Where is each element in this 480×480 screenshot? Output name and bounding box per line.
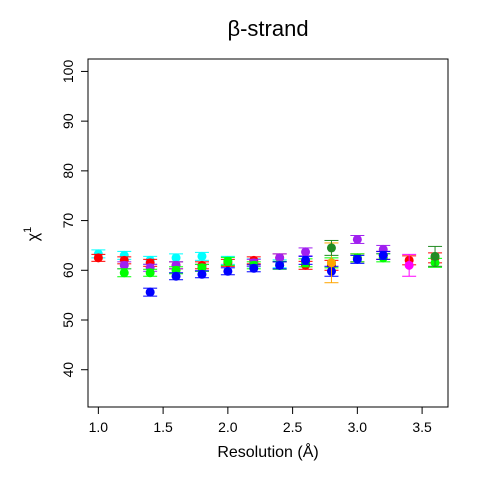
data-point [275,253,285,263]
x-tick-label: 2.5 [283,419,303,435]
y-tick-label: 50 [60,312,76,328]
data-point [404,260,414,270]
data-point [119,260,129,270]
data-point [197,251,207,261]
x-tick-label: 1.0 [89,419,109,435]
data-point [119,268,129,278]
data-point [145,287,155,297]
x-axis-label: Resolution (Å) [217,442,318,461]
data-point [223,256,233,266]
data-point [197,269,207,279]
y-tick-label: 90 [60,113,76,129]
x-axis: 1.0 1.5 2.0 2.5 3.0 3.5 [89,406,432,435]
y-axis-label: χ1 [22,227,42,242]
data-point [430,251,440,261]
data-point [352,234,362,244]
y-tick-label: 40 [60,362,76,378]
plot-marks [91,234,443,297]
plot-frame [87,58,449,408]
chart-title: β-strand [227,16,308,41]
data-point [326,243,336,253]
data-point [378,250,388,260]
y-tick-label: 80 [60,163,76,179]
data-point [171,271,181,281]
data-point [301,247,311,257]
data-point [93,253,103,263]
y-axis-label-superscript: 1 [22,227,34,233]
y-axis-label-main: χ [25,232,42,241]
x-tick-label: 3.5 [412,419,432,435]
data-point [326,258,336,268]
data-point [249,263,259,273]
y-tick-label: 70 [60,213,76,229]
x-tick-label: 1.5 [153,419,173,435]
y-tick-label: 60 [60,262,76,278]
data-point [275,260,285,270]
data-point [301,255,311,265]
x-tick-label: 2.0 [218,419,238,435]
data-point [223,266,233,276]
data-point [197,263,207,273]
data-point [145,268,155,278]
data-point [171,253,181,263]
y-axis: 40 50 60 70 80 90 100 [60,60,89,378]
y-tick-label: 100 [60,60,76,84]
data-point [352,254,362,264]
x-tick-label: 3.0 [348,419,368,435]
